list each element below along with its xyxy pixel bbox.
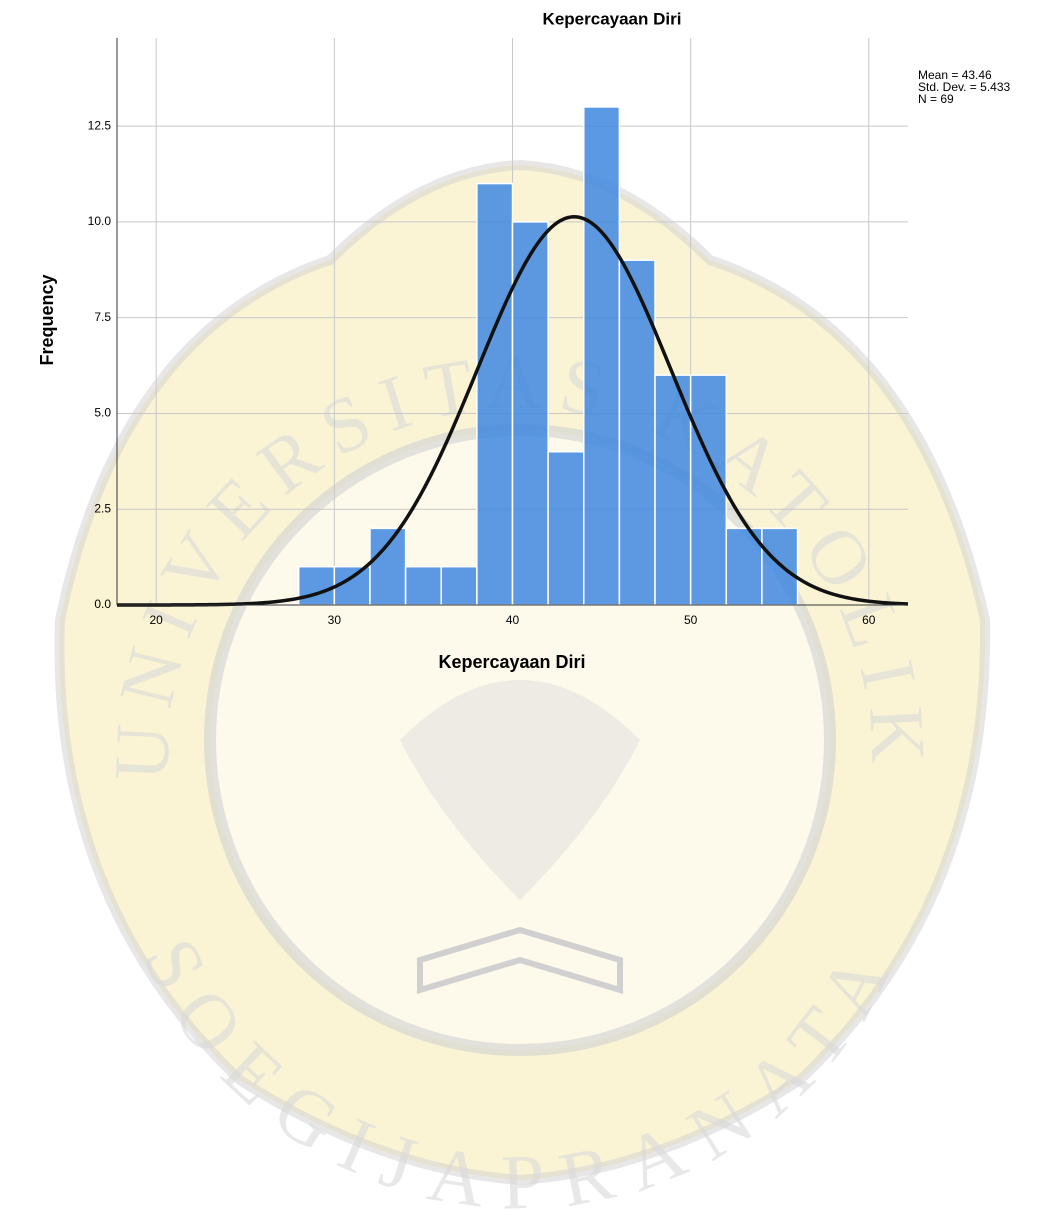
bar xyxy=(691,375,727,605)
bar xyxy=(477,184,513,605)
x-tick-label: 20 xyxy=(150,613,164,627)
bar xyxy=(584,107,620,605)
x-tick-label: 30 xyxy=(328,613,342,627)
page: UNIVERSITAS KATOLIK SOEGIJAPRANATA 20304… xyxy=(0,0,1039,1216)
x-axis-label: Kepercayaan Diri xyxy=(438,652,585,672)
bar xyxy=(406,567,442,605)
bar xyxy=(370,528,406,605)
bar xyxy=(762,528,798,605)
bar xyxy=(548,452,584,605)
y-tick-label: 5.0 xyxy=(94,406,111,420)
bar xyxy=(299,567,335,605)
y-tick-label: 12.5 xyxy=(88,118,112,132)
y-tick-label: 7.5 xyxy=(94,310,111,324)
y-axis-label: Frequency xyxy=(37,274,57,365)
y-tick-label: 10.0 xyxy=(88,214,112,228)
y-tick-label: 2.5 xyxy=(94,501,111,515)
y-tick-label: 0.0 xyxy=(94,597,111,611)
stats-label: N = 69 xyxy=(918,92,954,106)
bar xyxy=(655,375,691,605)
bar xyxy=(441,567,477,605)
chart-title: Kepercayaan Diri xyxy=(543,9,682,28)
x-tick-label: 50 xyxy=(684,613,698,627)
x-tick-label: 60 xyxy=(862,613,876,627)
chart: UNIVERSITAS KATOLIK SOEGIJAPRANATA 20304… xyxy=(0,0,1039,1216)
x-tick-label: 40 xyxy=(506,613,520,627)
bar xyxy=(619,260,655,605)
